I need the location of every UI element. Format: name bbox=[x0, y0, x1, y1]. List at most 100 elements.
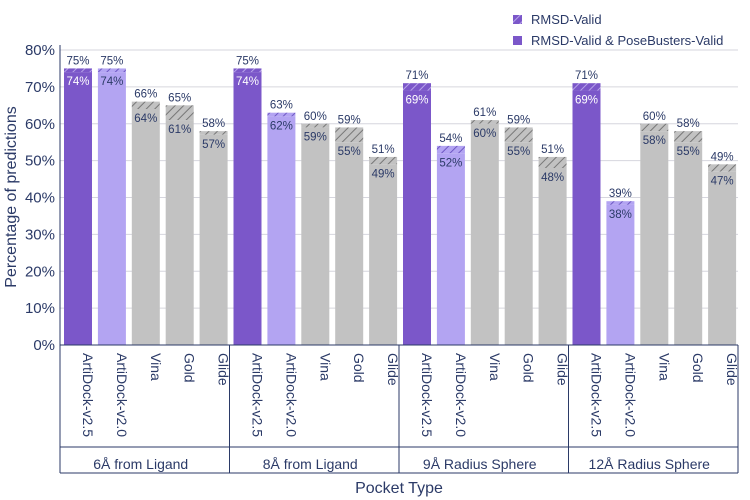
bar-pb-valid bbox=[267, 116, 296, 345]
bar-pb-valid bbox=[335, 142, 364, 345]
bar-pb-valid bbox=[403, 90, 431, 345]
value-label-rmsd: 65% bbox=[168, 92, 191, 104]
bar-pb-valid bbox=[470, 123, 499, 345]
y-gridlines bbox=[60, 49, 738, 309]
y-tick-label: 50% bbox=[25, 153, 55, 170]
value-label-rmsd: 59% bbox=[338, 114, 361, 126]
x-category-label: Vina bbox=[148, 353, 164, 381]
bar-pb-valid bbox=[708, 171, 737, 345]
bar-rmsd-valid-hatch bbox=[538, 156, 567, 168]
group-label: 12Å Radius Sphere bbox=[589, 456, 711, 472]
value-label-rmsd: 39% bbox=[609, 188, 632, 200]
value-label-rmsd: 63% bbox=[270, 100, 293, 112]
x-category-label: Gold bbox=[351, 353, 367, 383]
value-label-pb: 55% bbox=[677, 146, 700, 158]
value-label-rmsd: 66% bbox=[134, 89, 157, 101]
bar-rmsd-valid-hatch bbox=[606, 201, 635, 205]
bar-rmsd-valid-hatch bbox=[369, 156, 398, 165]
x-category-label: Vina bbox=[487, 353, 503, 381]
value-label-rmsd: 71% bbox=[575, 70, 598, 82]
x-category-label: ArtiDock-v2.0 bbox=[283, 353, 299, 437]
value-label-pb: 74% bbox=[66, 76, 89, 88]
bar-pb-valid bbox=[504, 142, 533, 345]
value-label-pb: 59% bbox=[304, 131, 327, 143]
value-label-pb: 64% bbox=[134, 113, 157, 125]
bar-pb-valid bbox=[538, 168, 567, 345]
x-category-label: Vina bbox=[317, 353, 333, 381]
legend-item-pb-valid: RMSD-Valid & PoseBusters-Valid bbox=[513, 33, 723, 48]
bar-rmsd-valid-hatch bbox=[97, 68, 126, 73]
value-label-pb: 48% bbox=[541, 172, 564, 184]
bar-rmsd-valid-hatch bbox=[504, 127, 533, 143]
legend-swatch-solid bbox=[513, 36, 522, 45]
bar-rmsd-valid-hatch bbox=[708, 164, 737, 172]
bar-rmsd-valid-hatch bbox=[267, 112, 296, 117]
value-label-rmsd: 60% bbox=[643, 111, 666, 123]
x-category-label: Vina bbox=[656, 353, 672, 381]
value-label-rmsd: 75% bbox=[66, 55, 89, 67]
value-label-pb: 55% bbox=[507, 146, 530, 158]
bar-rmsd-valid-hatch bbox=[301, 123, 330, 128]
x-axis-title: Pocket Type bbox=[355, 480, 443, 497]
value-label-rmsd: 75% bbox=[100, 55, 123, 67]
value-label-pb: 69% bbox=[405, 95, 428, 107]
bar-pb-valid bbox=[572, 90, 601, 345]
y-tick-label: 0% bbox=[33, 337, 55, 354]
x-category-label: ArtiDock-v2.5 bbox=[80, 353, 96, 437]
value-label-rmsd: 75% bbox=[236, 55, 259, 67]
legend-label-pb-valid: RMSD-Valid & PoseBusters-Valid bbox=[531, 33, 723, 48]
x-category-label: Gold bbox=[521, 353, 537, 383]
bar-rmsd-valid-hatch bbox=[640, 123, 669, 132]
y-tick-label: 60% bbox=[25, 116, 55, 133]
bar-pb-valid bbox=[640, 131, 669, 345]
value-label-rmsd: 71% bbox=[405, 70, 428, 82]
group-label: 8Å from Ligand bbox=[263, 456, 358, 472]
bar-pb-valid bbox=[369, 164, 398, 345]
value-label-rmsd: 49% bbox=[711, 151, 734, 163]
bar-rmsd-valid-hatch bbox=[165, 105, 194, 121]
legend: RMSD-Valid RMSD-Valid & PoseBusters-Vali… bbox=[513, 12, 723, 48]
bar-pb-valid bbox=[64, 72, 92, 345]
value-label-pb: 74% bbox=[100, 76, 123, 88]
bar-rmsd-valid-hatch bbox=[131, 101, 160, 109]
value-label-rmsd: 58% bbox=[677, 118, 700, 130]
legend-swatch-hatched bbox=[513, 15, 522, 24]
x-category-label: Gold bbox=[690, 353, 706, 383]
bar-rmsd-valid-hatch bbox=[436, 145, 465, 154]
y-tick-label: 70% bbox=[25, 79, 55, 96]
x-category-label: ArtiDock-v2.0 bbox=[114, 353, 130, 437]
x-category-label: ArtiDock-v2.5 bbox=[250, 353, 266, 437]
legend-item-rmsd-valid: RMSD-Valid bbox=[513, 12, 602, 27]
x-category-label: Gold bbox=[182, 353, 198, 383]
value-label-rmsd: 59% bbox=[507, 114, 530, 126]
y-tick-label: 40% bbox=[25, 190, 55, 207]
value-label-rmsd: 54% bbox=[439, 133, 462, 145]
bar-pb-valid bbox=[606, 204, 635, 345]
bar-pb-valid bbox=[131, 109, 160, 345]
value-label-pb: 58% bbox=[643, 135, 666, 147]
value-label-pb: 38% bbox=[609, 209, 632, 221]
bar-rmsd-valid-hatch bbox=[64, 68, 92, 73]
bar-pb-valid bbox=[436, 153, 465, 345]
value-label-rmsd: 60% bbox=[304, 111, 327, 123]
value-label-pb: 61% bbox=[168, 124, 191, 136]
value-label-pb: 57% bbox=[202, 139, 225, 151]
value-label-pb: 47% bbox=[711, 176, 734, 188]
bars-layer bbox=[64, 68, 737, 345]
y-tick-label: 30% bbox=[25, 226, 55, 243]
value-label-rmsd: 51% bbox=[541, 144, 564, 156]
x-category-label: ArtiDock-v2.5 bbox=[419, 353, 435, 437]
bar-pb-valid bbox=[165, 120, 194, 345]
bar-pb-valid bbox=[199, 134, 228, 345]
value-label-pb: 49% bbox=[372, 168, 395, 180]
axes-layer: 0% 10% 20% 30% 40% 50% 60% 70% 80% ArtiDock-v2.5 A… bbox=[25, 42, 740, 474]
bar-rmsd-valid-hatch bbox=[470, 120, 499, 124]
bar-pb-valid bbox=[301, 127, 330, 345]
value-label-pb: 74% bbox=[236, 76, 259, 88]
value-label-pb: 69% bbox=[575, 95, 598, 107]
x-category-label: Glide bbox=[385, 353, 401, 386]
bar-rmsd-valid-hatch bbox=[674, 131, 703, 143]
bar-pb-valid bbox=[97, 72, 126, 345]
group-label: 6Å from Ligand bbox=[93, 456, 188, 472]
